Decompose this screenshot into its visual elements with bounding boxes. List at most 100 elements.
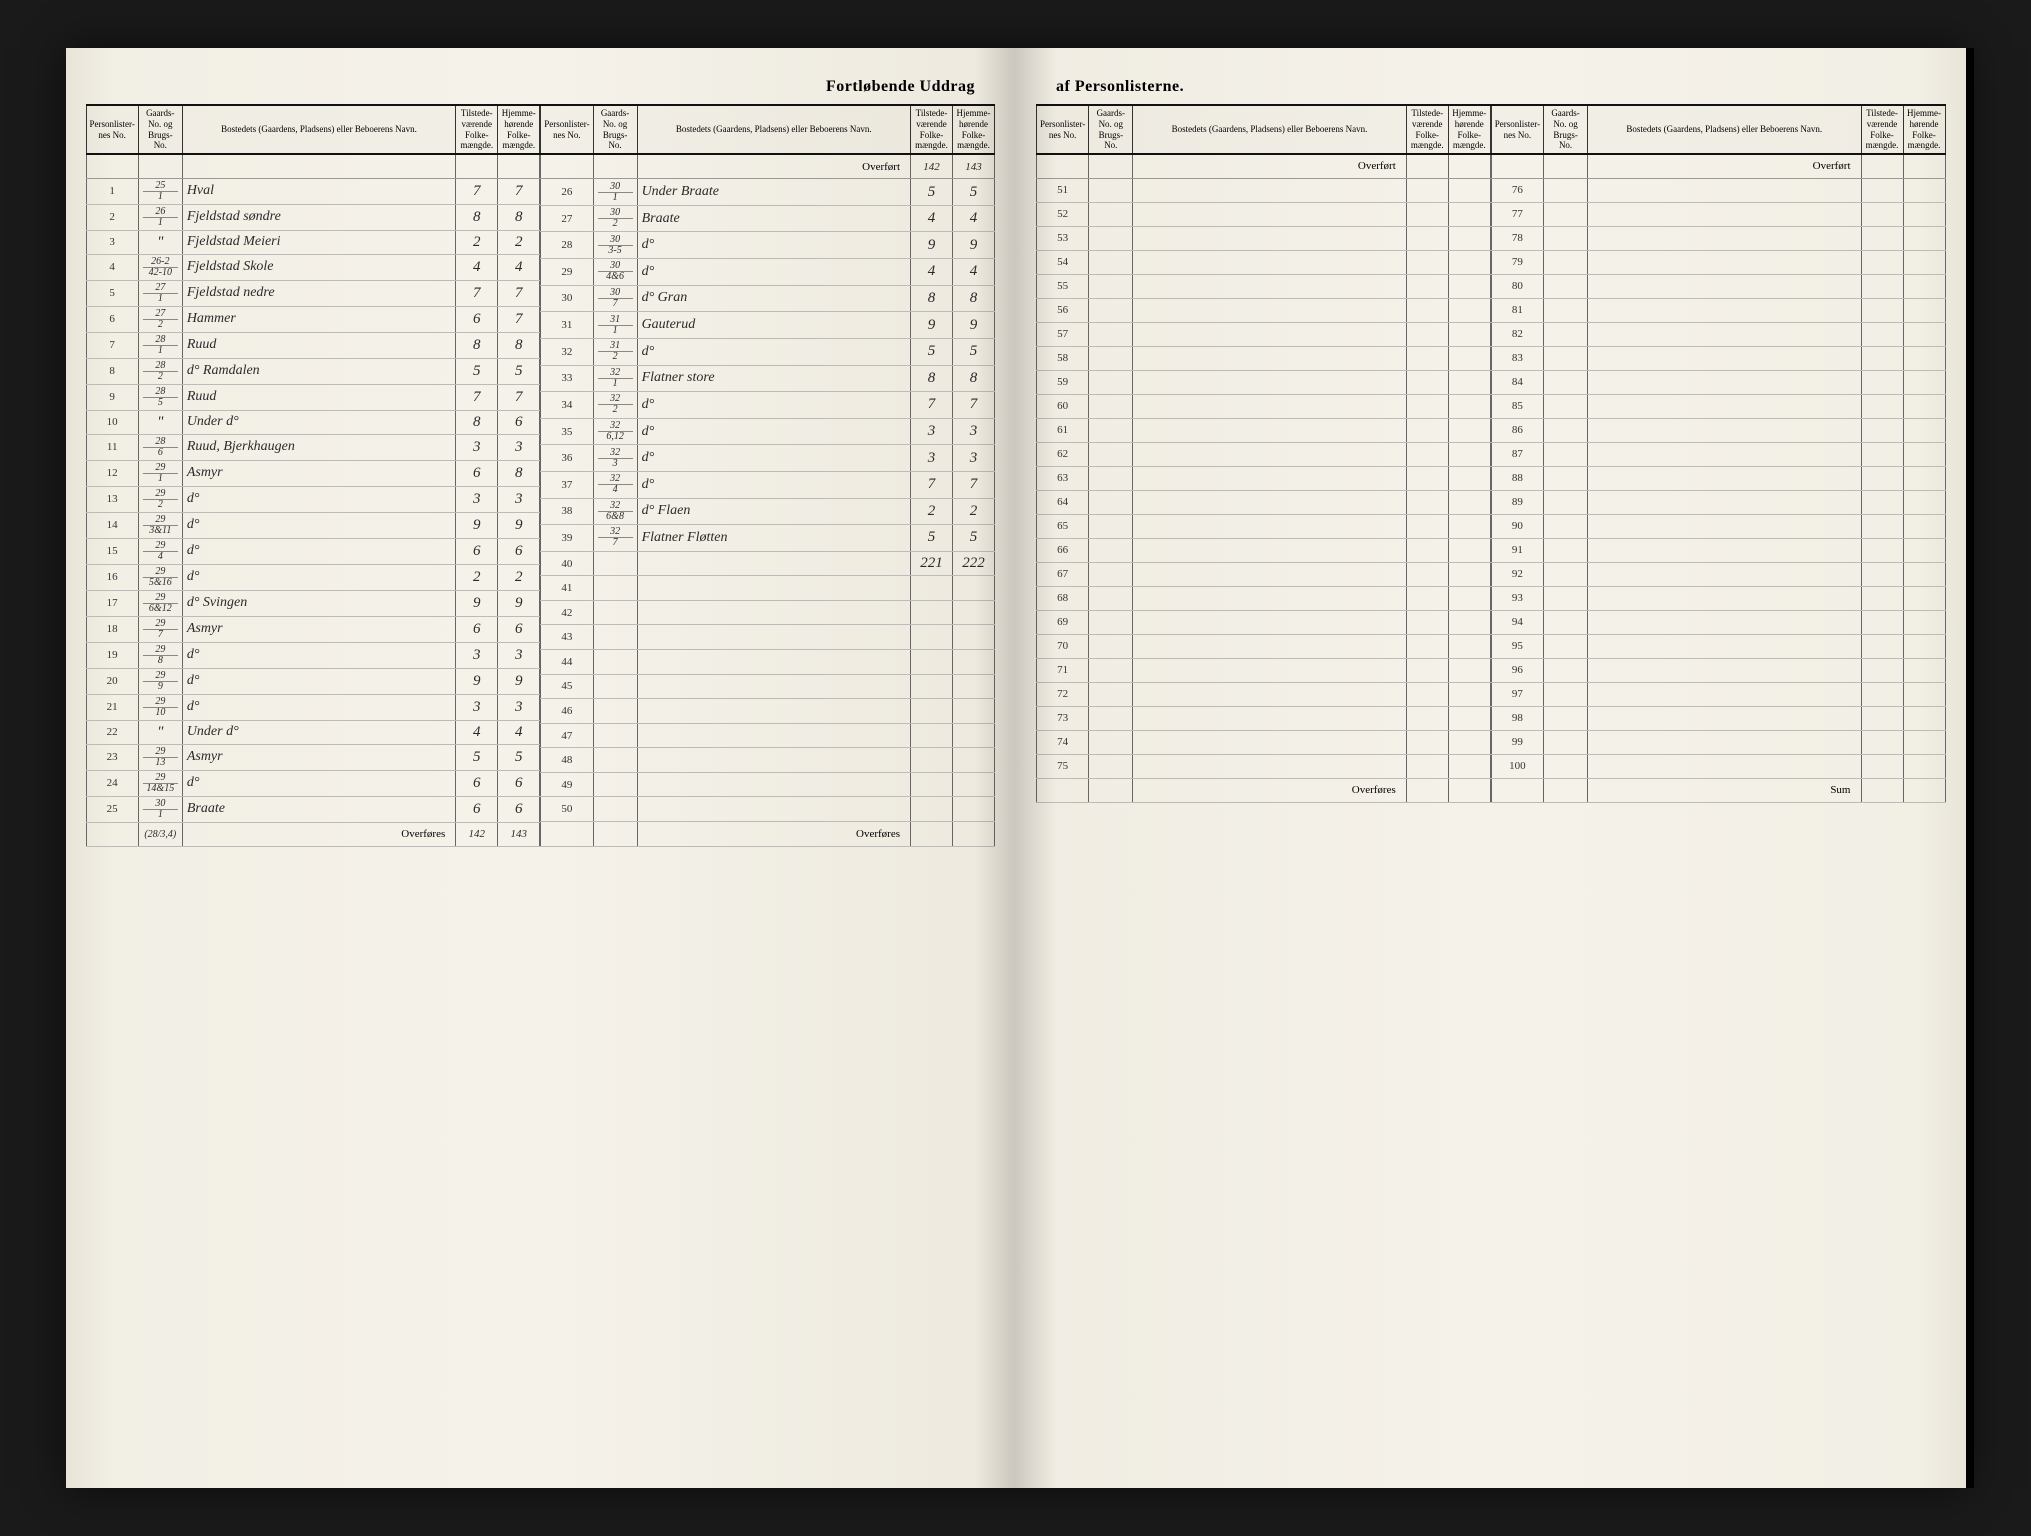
tilstede-val: 8 xyxy=(456,332,498,358)
table-row: 3 " Fjeldstad Meieri 2 2 xyxy=(86,230,540,254)
page-title-left: Fortløbende Uddrag xyxy=(86,78,996,96)
table-row: 32 312 d° 5 5 xyxy=(541,338,995,365)
hjemme-val: 4 xyxy=(953,205,995,232)
bosted-name xyxy=(1133,562,1406,586)
bosted-name xyxy=(637,723,910,748)
hjemme-val: 9 xyxy=(498,512,540,538)
table-row: 84 xyxy=(1491,370,1945,394)
hjemme-val: 4 xyxy=(953,259,995,286)
hjemme-val: 6 xyxy=(498,616,540,642)
bosted-name xyxy=(1133,418,1406,442)
gaard-no xyxy=(1544,538,1588,562)
table-row: 16 295&16 d° 2 2 xyxy=(86,564,540,590)
bosted-name: d° xyxy=(182,668,455,694)
row-number: 7 xyxy=(86,332,138,358)
tilstede-val xyxy=(1861,610,1903,634)
table-row: 11 286 Ruud, Bjerkhaugen 3 3 xyxy=(86,434,540,460)
gaard-no: 303-5 xyxy=(593,232,637,259)
row-number: 90 xyxy=(1491,514,1543,538)
row-number: 64 xyxy=(1037,490,1089,514)
gaard-no xyxy=(1544,370,1588,394)
tilstede-val: 9 xyxy=(911,232,953,259)
tilstede-val: 9 xyxy=(456,512,498,538)
bosted-name xyxy=(1588,418,1861,442)
gaard-no xyxy=(593,748,637,773)
hdr-personliste: Personlister-nes No. xyxy=(1037,105,1089,154)
table-row: 24 2914&15 d° 6 6 xyxy=(86,770,540,796)
gaard-no: 296&12 xyxy=(138,590,182,616)
gaard-no xyxy=(1544,586,1588,610)
tilstede-val: 6 xyxy=(456,306,498,332)
gaard-no xyxy=(1089,178,1133,202)
hjemme-val xyxy=(953,699,995,724)
row-number: 16 xyxy=(86,564,138,590)
gaard-no xyxy=(1089,250,1133,274)
bosted-name xyxy=(1588,610,1861,634)
gaard-no xyxy=(1089,682,1133,706)
table-row: 78 xyxy=(1491,226,1945,250)
gaard-no xyxy=(1544,730,1588,754)
hjemme-val xyxy=(1903,370,1945,394)
row-number: 91 xyxy=(1491,538,1543,562)
table-row: 82 xyxy=(1491,322,1945,346)
tilstede-val xyxy=(911,723,953,748)
bosted-name xyxy=(1588,682,1861,706)
row-number: 13 xyxy=(86,486,138,512)
gaard-no xyxy=(1544,250,1588,274)
page-title-right: af Personlisterne. xyxy=(1036,78,1946,96)
gaard-no: 323 xyxy=(593,445,637,472)
gaard-no xyxy=(1089,610,1133,634)
table-row: 72 xyxy=(1037,682,1491,706)
tilstede-val xyxy=(1406,682,1448,706)
tilstede-val xyxy=(911,576,953,601)
hjemme-val xyxy=(1448,322,1490,346)
table-row: 15 294 d° 6 6 xyxy=(86,538,540,564)
gaard-no xyxy=(593,625,637,650)
table-row: 8 282 d° Ramdalen 5 5 xyxy=(86,358,540,384)
tilstede-val xyxy=(1861,706,1903,730)
bosted-name xyxy=(1133,346,1406,370)
table-row: 23 2913 Asmyr 5 5 xyxy=(86,744,540,770)
row-number: 54 xyxy=(1037,250,1089,274)
hjemme-val xyxy=(1448,250,1490,274)
gaard-no: " xyxy=(138,720,182,744)
hjemme-val xyxy=(1448,418,1490,442)
bosted-name xyxy=(1588,442,1861,466)
gaard-no: 271 xyxy=(138,280,182,306)
row-number: 23 xyxy=(86,744,138,770)
tilstede-val xyxy=(1861,442,1903,466)
row-number: 40 xyxy=(541,551,593,576)
table-row: 91 xyxy=(1491,538,1945,562)
bosted-name xyxy=(1133,178,1406,202)
row-number: 29 xyxy=(541,259,593,286)
tilstede-val xyxy=(1861,490,1903,514)
gaard-no: " xyxy=(138,230,182,254)
row-number: 38 xyxy=(541,498,593,525)
row-number: 1 xyxy=(86,178,138,204)
hdr-bosted: Bostedets (Gaardens, Pladsens) eller Beb… xyxy=(1133,105,1406,154)
gaard-no xyxy=(1544,394,1588,418)
tilstede-val: 5 xyxy=(911,338,953,365)
bosted-name: d° xyxy=(637,418,910,445)
row-number: 89 xyxy=(1491,490,1543,514)
bosted-name xyxy=(1133,490,1406,514)
table-row: 42 xyxy=(541,600,995,625)
ledger-col-2: Personlister-nes No. Gaards-No. og Brugs… xyxy=(540,104,995,847)
table-row: 18 297 Asmyr 6 6 xyxy=(86,616,540,642)
tilstede-val xyxy=(911,797,953,822)
gaard-no xyxy=(1089,466,1133,490)
tilstede-val xyxy=(1406,274,1448,298)
gaard-no xyxy=(1089,322,1133,346)
tilstede-val xyxy=(1406,562,1448,586)
table-row: 38 326&8 d° Flaen 2 2 xyxy=(541,498,995,525)
row-number: 86 xyxy=(1491,418,1543,442)
hjemme-val: 7 xyxy=(953,392,995,419)
bosted-name: d° xyxy=(637,232,910,259)
bosted-name: Asmyr xyxy=(182,744,455,770)
hjemme-val: 5 xyxy=(953,525,995,552)
table-row: 30 307 d° Gran 8 8 xyxy=(541,285,995,312)
bosted-name: Asmyr xyxy=(182,616,455,642)
hjemme-val xyxy=(953,772,995,797)
tilstede-val xyxy=(1861,322,1903,346)
tilstede-val xyxy=(1861,178,1903,202)
